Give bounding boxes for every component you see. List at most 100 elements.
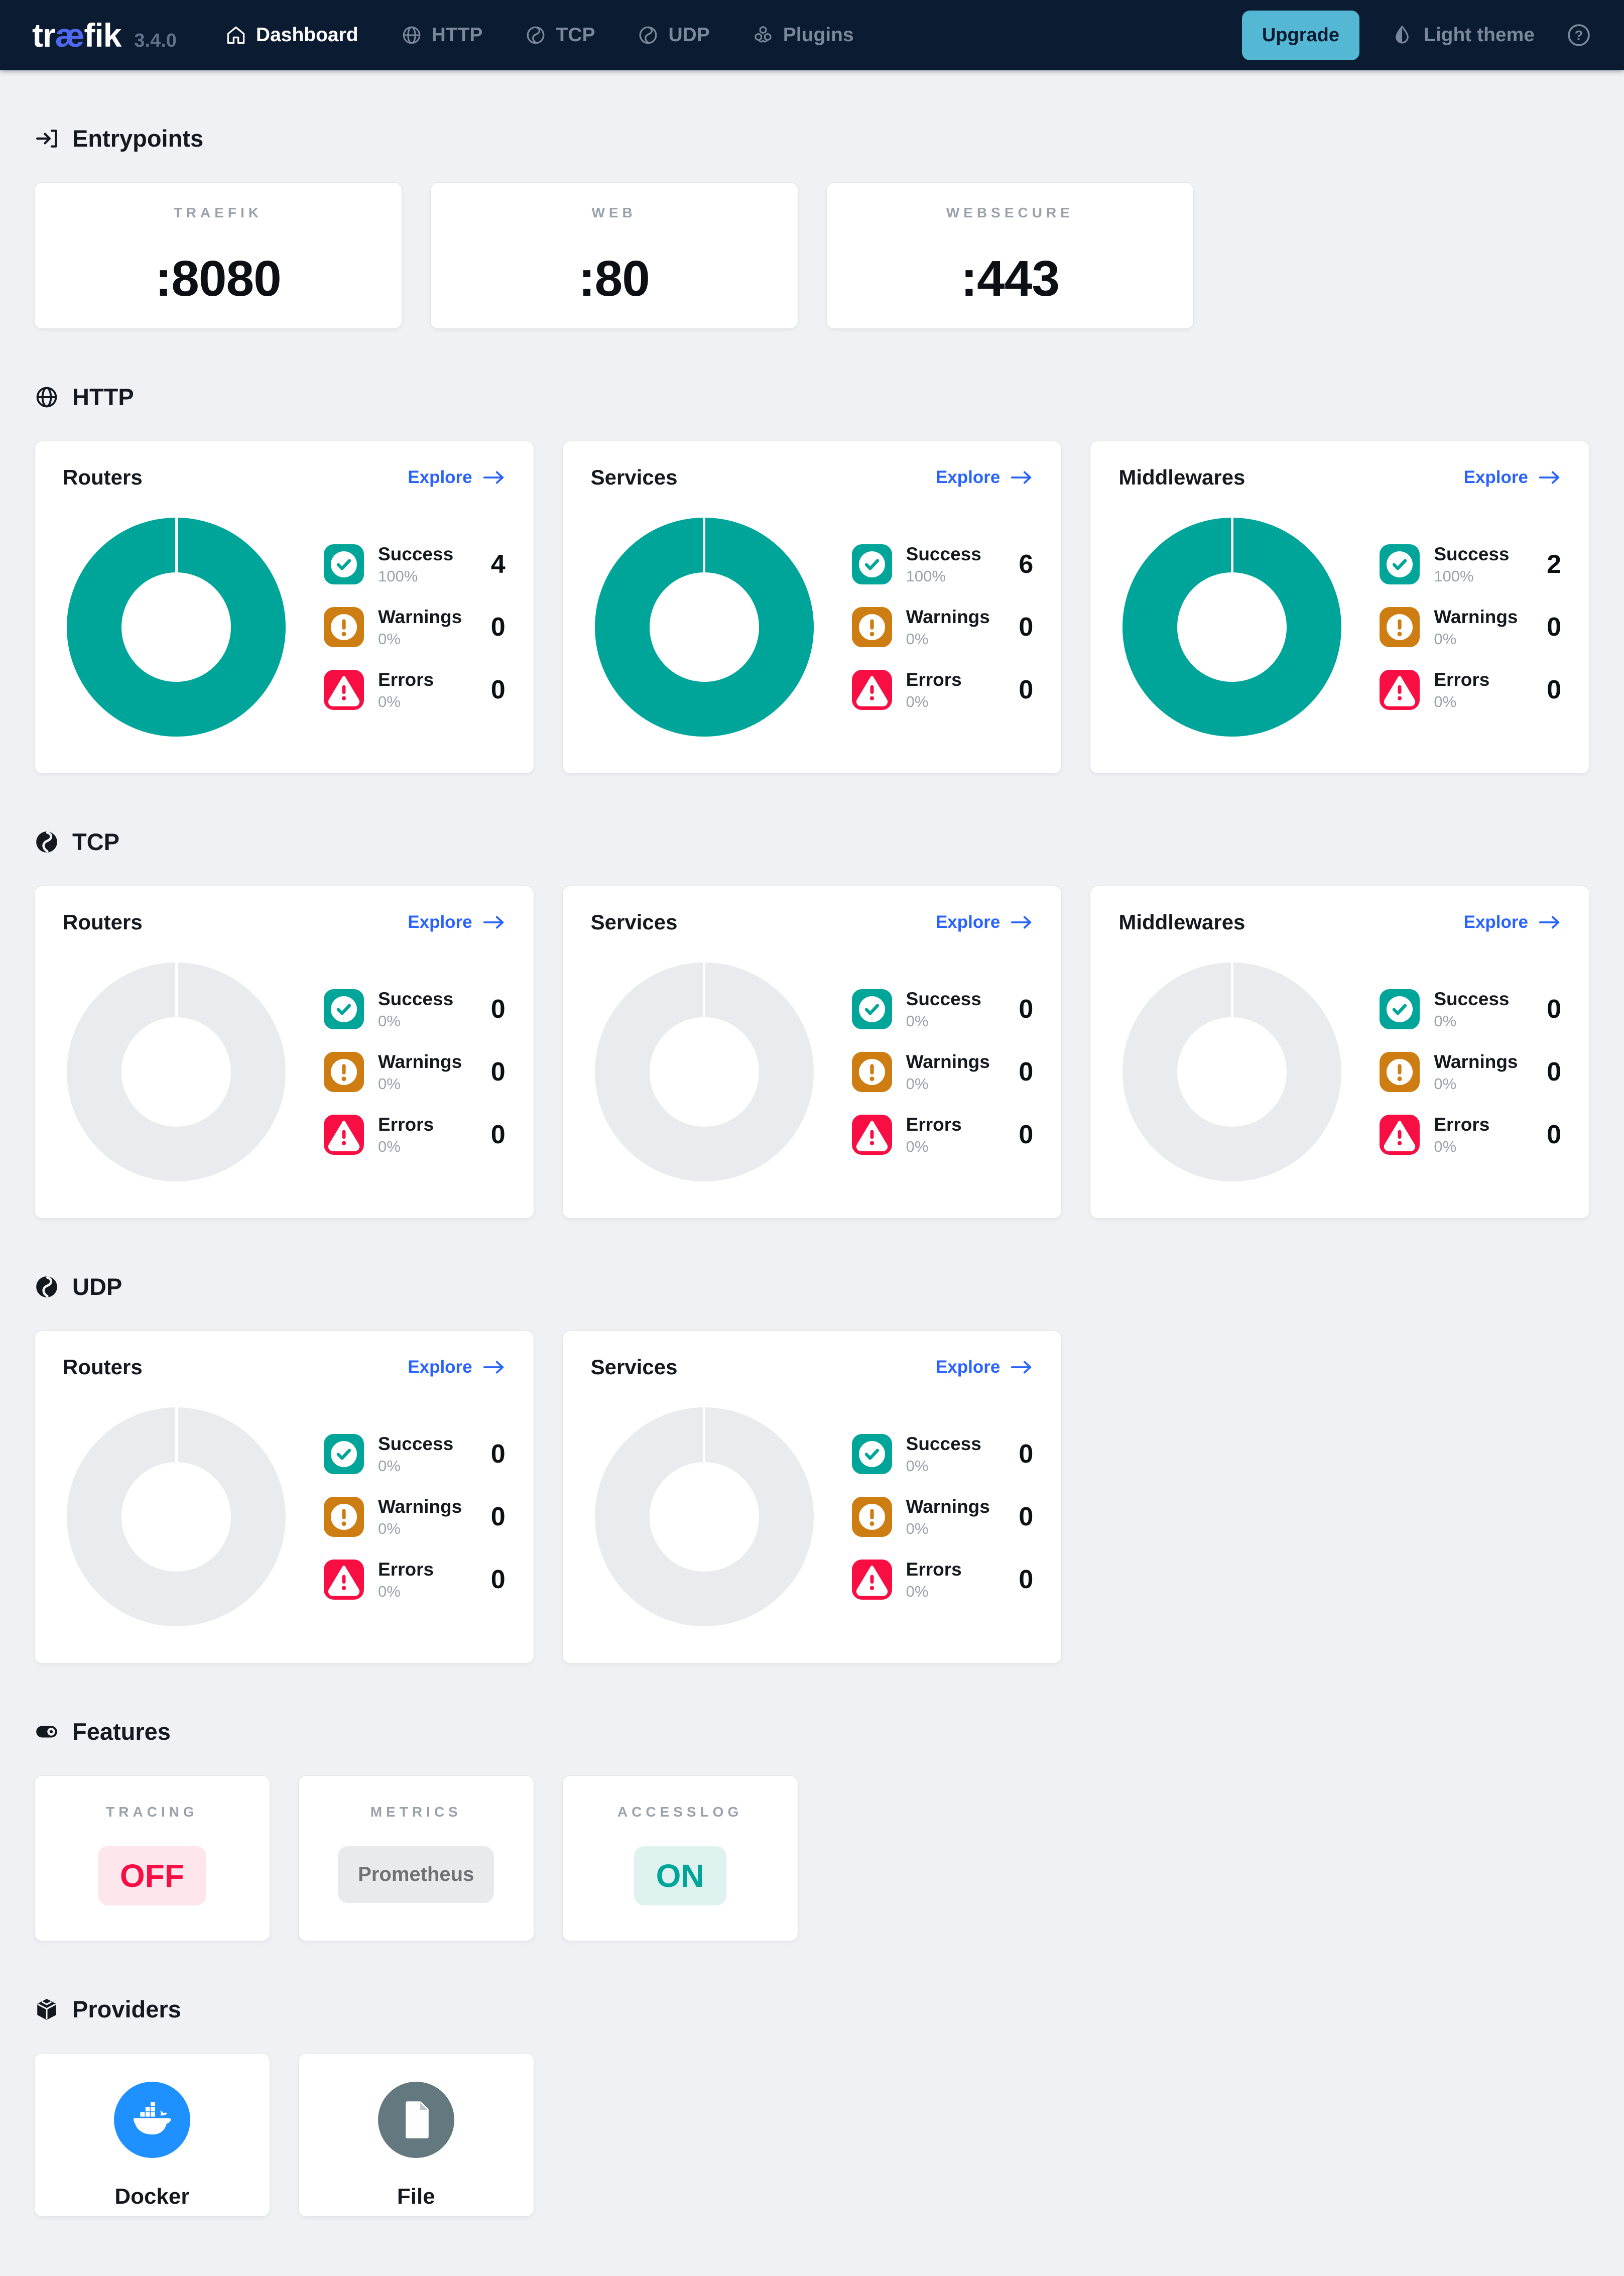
donut-legend: Success 0% 0 Warnings 0% 0: [1380, 989, 1561, 1156]
legend-value: 0: [1547, 613, 1561, 642]
donut-chart: [594, 963, 814, 1181]
section-title: UDP: [72, 1273, 122, 1300]
legend-text: Success 100%: [1434, 544, 1509, 585]
contrast-droplet-icon: [1391, 24, 1414, 47]
card-title: Middlewares: [1118, 465, 1245, 489]
provider-name: Docker: [114, 2184, 190, 2209]
legend-label: Errors: [906, 1114, 962, 1135]
legend-percent: 0%: [906, 1012, 929, 1030]
toggle-icon: [34, 1719, 59, 1744]
legend-label: Warnings: [378, 606, 462, 627]
explore-link[interactable]: Explore: [936, 467, 1033, 488]
navbar: træfik 3.4.0 Dashboard HTTP TCP UDP: [0, 0, 1624, 70]
warning-icon: [851, 1052, 892, 1092]
plugins-icon: [752, 24, 774, 46]
legend-text: Success 0%: [906, 1433, 981, 1475]
donut-divider: [1230, 963, 1233, 1017]
legend-text: Warnings 0%: [906, 1051, 990, 1093]
feature-card-tracing: TRACING OFF: [34, 1775, 270, 1941]
arrow-right-icon: [1539, 916, 1560, 929]
traefik-logo[interactable]: træfik 3.4.0: [32, 16, 177, 54]
explore-link[interactable]: Explore: [408, 467, 505, 488]
legend-text: Success 100%: [906, 544, 981, 585]
legend-value: 0: [1547, 675, 1561, 704]
check-icon: [324, 989, 364, 1029]
legend-item-success: Success 0% 0: [851, 989, 1033, 1030]
theme-toggle[interactable]: Light theme: [1391, 24, 1535, 47]
legend-item-success: Success 0% 0: [851, 1433, 1033, 1475]
explore-link[interactable]: Explore: [1464, 912, 1561, 932]
legend-value: 0: [1547, 1120, 1561, 1149]
file-icon: [378, 2082, 454, 2158]
card-header: Middlewares Explore: [1118, 910, 1561, 934]
error-icon: [324, 1560, 364, 1600]
legend-percent: 0%: [1434, 630, 1457, 648]
features-grid: TRACING OFF METRICS Prometheus ACCESSLOG…: [34, 1775, 1590, 1941]
warning-icon: [324, 607, 364, 647]
legend-value: 6: [1019, 550, 1034, 579]
entrypoint-card-websecure: WEBSECURE :443: [826, 182, 1194, 329]
legend-value: 2: [1547, 550, 1561, 579]
legend-percent: 0%: [906, 1457, 929, 1475]
nav-item-plugins[interactable]: Plugins: [752, 24, 854, 46]
card-title: Services: [590, 465, 678, 489]
feature-status-badge: ON: [634, 1846, 726, 1905]
explore-link[interactable]: Explore: [1464, 467, 1561, 488]
donut-chart: [1122, 518, 1342, 737]
legend-label: Warnings: [906, 606, 990, 627]
explore-label: Explore: [408, 1357, 472, 1377]
legend-percent: 0%: [906, 1074, 929, 1093]
donut-divider: [175, 518, 178, 572]
legend-percent: 0%: [1434, 1012, 1457, 1030]
donut-chart: [594, 1407, 814, 1626]
upgrade-button[interactable]: Upgrade: [1241, 10, 1359, 60]
section-title: TCP: [72, 828, 119, 855]
legend-item-warnings: Warnings 0% 0: [1380, 607, 1561, 648]
legend-item-success: Success 0% 0: [324, 1433, 506, 1475]
legend-percent: 0%: [378, 1137, 401, 1155]
legend-label: Errors: [906, 669, 962, 690]
nav-item-udp[interactable]: UDP: [637, 24, 710, 46]
warning-icon: [851, 1497, 892, 1537]
help-icon[interactable]: ?: [1566, 22, 1592, 48]
arrow-right-icon: [1011, 1361, 1032, 1374]
entrypoint-port: :443: [960, 251, 1060, 307]
nav-item-http[interactable]: HTTP: [401, 24, 482, 46]
globe-icon: [401, 24, 423, 46]
explore-link[interactable]: Explore: [408, 1357, 505, 1377]
arrow-right-icon: [483, 471, 504, 484]
legend-value: 0: [1019, 675, 1034, 704]
donut-legend: Success 0% 0 Warnings 0% 0: [324, 989, 506, 1156]
features-heading: Features: [34, 1718, 1590, 1745]
legend-value: 0: [490, 1502, 506, 1531]
explore-link[interactable]: Explore: [936, 1357, 1033, 1377]
explore-link[interactable]: Explore: [408, 912, 505, 932]
card-header: Routers Explore: [63, 910, 506, 934]
udp-cards-grid: Routers Explore Success 0% 0: [34, 1331, 1590, 1663]
explore-label: Explore: [1463, 912, 1528, 932]
card-header: Middlewares Explore: [1118, 465, 1561, 490]
legend-value: 0: [1019, 613, 1034, 642]
legend-text: Success 100%: [378, 544, 453, 585]
legend-item-errors: Errors 0% 0: [851, 669, 1034, 711]
legend-value: 0: [490, 1440, 506, 1469]
legend-item-errors: Errors 0% 0: [324, 1559, 506, 1601]
section-providers: Providers Docker File: [34, 1995, 1590, 2217]
warning-icon: [851, 607, 892, 647]
nav-item-tcp[interactable]: TCP: [525, 24, 595, 46]
card-title: Services: [590, 910, 678, 934]
card-body: Success 0% 0 Warnings 0% 0: [63, 963, 506, 1181]
nav-item-dashboard[interactable]: Dashboard: [225, 24, 358, 46]
legend-item-success: Success 100% 2: [1380, 544, 1561, 585]
legend-label: Success: [378, 988, 454, 1009]
error-icon: [851, 670, 892, 710]
proto-stat-card: Services Explore Success 0% 0: [562, 886, 1062, 1219]
proto-stat-card: Routers Explore Success 0% 0: [34, 886, 534, 1219]
legend-label: Errors: [378, 1114, 434, 1135]
feature-name: ACCESSLOG: [617, 1804, 743, 1820]
legend-label: Errors: [378, 669, 434, 690]
legend-percent: 0%: [378, 1457, 401, 1475]
legend-value: 0: [490, 613, 506, 642]
explore-link[interactable]: Explore: [936, 912, 1033, 932]
feature-card-accesslog: ACCESSLOG ON: [562, 1775, 798, 1941]
